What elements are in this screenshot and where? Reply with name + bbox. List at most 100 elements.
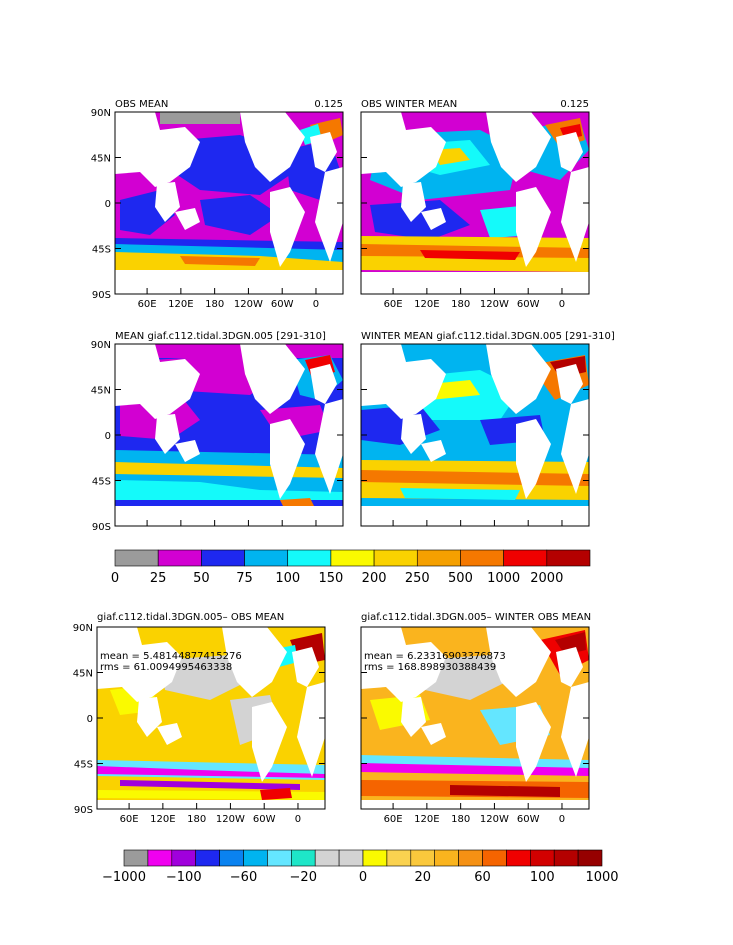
land-model-mean xyxy=(115,344,343,499)
colorbar-swatch xyxy=(201,549,245,567)
lon-tick-label: 60W xyxy=(517,299,540,310)
panel-title-right: 0.125 xyxy=(314,99,343,110)
lon-tick-label: 60E xyxy=(138,299,157,310)
colorbar-label: 150 xyxy=(318,571,343,586)
lat-tick-label: 0 xyxy=(87,714,93,725)
stat-rms: rms = 168.898930388439 xyxy=(364,662,496,673)
colorbar-label: 250 xyxy=(405,571,430,586)
lat-tick-label: 45N xyxy=(91,386,111,397)
colorbar-label: 25 xyxy=(150,571,167,586)
colorbar-swatch xyxy=(416,549,461,567)
colorbar-label: −20 xyxy=(290,870,317,885)
colorbar-swatch xyxy=(529,849,555,867)
lon-tick-label: 60E xyxy=(384,814,403,825)
colorbar-swatch xyxy=(577,849,603,867)
panel-title-left: OBS WINTER MEAN xyxy=(361,99,457,110)
lon-tick-label: 180 xyxy=(187,814,206,825)
colorbar-label: 500 xyxy=(448,571,473,586)
lat-tick-label: 45S xyxy=(92,245,111,256)
lon-axis: 60E 120E 180 120W 60W 0 xyxy=(120,803,301,825)
lon-tick-label: 180 xyxy=(205,299,224,310)
lat-axis: 90N 45N 0 45S 90S xyxy=(73,623,325,816)
lon-tick-label: 120W xyxy=(216,814,245,825)
colorbar-label: −100 xyxy=(166,870,202,885)
land-model-winter-mean xyxy=(361,344,589,499)
lon-tick-label: 60W xyxy=(253,814,276,825)
map-panel-model-winter-mean: WINTER MEAN giaf.c112.tidal.3DGN.005 [29… xyxy=(360,331,615,527)
lat-tick-label: 0 xyxy=(105,199,111,210)
colorbar-swatch xyxy=(330,549,375,567)
colorbar-swatch xyxy=(482,849,507,867)
lat-tick-label: 45N xyxy=(73,669,93,680)
lon-tick-label: 180 xyxy=(451,299,470,310)
lon-tick-label: 0 xyxy=(313,299,319,310)
colorbar-swatch xyxy=(386,849,412,867)
lon-tick-label: 60E xyxy=(120,814,139,825)
colorbar-label: 100 xyxy=(275,571,300,586)
colorbar-swatch xyxy=(114,549,159,567)
lat-ticks xyxy=(361,111,589,295)
lat-tick-label: 90S xyxy=(74,805,93,816)
stat-mean: mean = 5.48144877415276 xyxy=(100,651,242,662)
stat-rms: rms = 61.0094995463338 xyxy=(100,662,232,673)
colorbar-swatch xyxy=(410,849,435,867)
lat-tick-label: 90N xyxy=(73,623,93,634)
colorbar-label: 1000 xyxy=(585,870,618,885)
colorbar-label: 100 xyxy=(530,870,555,885)
colorbar-swatch xyxy=(314,849,340,867)
lon-tick-label: 120E xyxy=(168,299,193,310)
colorbar-swatch xyxy=(373,549,418,567)
lat-tick-label: 45S xyxy=(92,477,111,488)
colorbar-label: 0 xyxy=(359,870,367,885)
colorbar-label: −60 xyxy=(230,870,257,885)
colorbar-swatch xyxy=(553,849,579,867)
land-obs-mean xyxy=(115,112,343,267)
lon-tick-label: 120E xyxy=(414,299,439,310)
colorbar-swatch xyxy=(338,849,364,867)
lon-tick-label: 0 xyxy=(559,299,565,310)
colorbar-swatch xyxy=(171,849,197,867)
colorbar-label: 200 xyxy=(362,571,387,586)
lat-tick-label: 45N xyxy=(91,154,111,165)
lon-tick-label: 120W xyxy=(480,814,509,825)
colorbar-swatch xyxy=(434,849,459,867)
panel-title-left: OBS MEAN xyxy=(115,99,168,110)
colorbar-label: 0 xyxy=(111,571,119,586)
land-obs-winter-mean xyxy=(361,112,589,267)
colorbar-swatch xyxy=(123,849,149,867)
colorbar-swatch xyxy=(147,849,173,867)
colorbar-label: −1000 xyxy=(102,870,146,885)
lon-tick-label: 120E xyxy=(414,814,439,825)
map-panel-diff-mean: giaf.c112.tidal.3DGN.005– OBS MEAN mea xyxy=(73,612,326,825)
map-panel-model-mean: MEAN giaf.c112.tidal.3DGN.005 [291-310] xyxy=(91,331,344,533)
lat-tick-label: 90N xyxy=(91,340,111,351)
colorbar-swatch xyxy=(267,849,292,867)
land-diff-winter-mean xyxy=(361,627,589,782)
colorbar-swatch xyxy=(287,549,332,567)
colorbar-swatch xyxy=(244,549,289,567)
colorbar-label: 2000 xyxy=(530,571,563,586)
stat-mean: mean = 6.23316903376873 xyxy=(364,651,506,662)
colorbar-top: 0 25 50 75 100 150 200 250 500 1000 2000 xyxy=(111,549,591,586)
lat-tick-label: 45S xyxy=(74,760,93,771)
lon-tick-label: 60E xyxy=(384,299,403,310)
lat-tick-label: 90N xyxy=(91,108,111,119)
colorbar-swatch xyxy=(546,549,591,567)
colorbar-swatch xyxy=(506,849,531,867)
panel-title-left: giaf.c112.tidal.3DGN.005– WINTER OBS MEA… xyxy=(361,612,591,623)
colorbar-swatch xyxy=(195,849,220,867)
lat-ticks xyxy=(361,626,589,810)
colorbar-label: 75 xyxy=(236,571,253,586)
lon-ticks xyxy=(146,520,317,526)
lat-tick-label: 90S xyxy=(92,522,111,533)
map-panel-obs-winter-mean: OBS WINTER MEAN 0.125 xyxy=(360,99,590,310)
lat-tick-label: 90S xyxy=(92,290,111,301)
lon-ticks xyxy=(392,520,563,526)
lon-tick-label: 120W xyxy=(234,299,263,310)
lat-axis: 90N 45N 0 45S 90S xyxy=(91,340,343,533)
colorbar-swatch xyxy=(460,549,504,567)
colorbar-swatch xyxy=(157,549,202,567)
colorbar-swatch xyxy=(458,849,483,867)
